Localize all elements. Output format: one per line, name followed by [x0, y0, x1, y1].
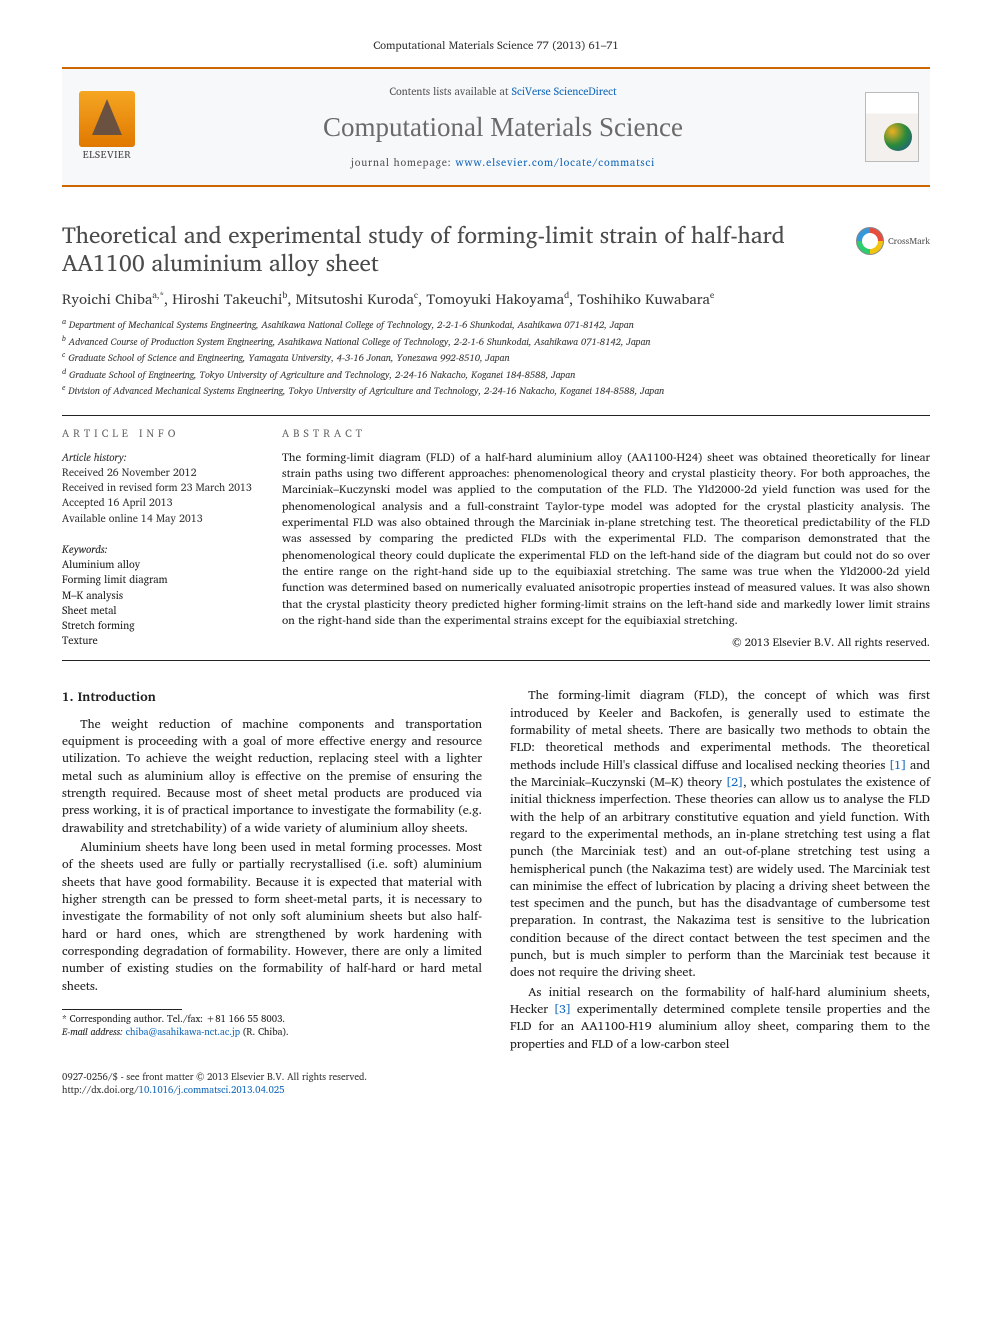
- contents-prefix: Contents lists available at: [389, 82, 511, 100]
- affiliations-list: a Department of Mechanical Systems Engin…: [62, 317, 930, 398]
- doi-prefix: http://dx.doi.org/: [62, 1083, 139, 1098]
- affiliation-item: d Graduate School of Engineering, Tokyo …: [62, 367, 930, 382]
- journal-header: ELSEVIER Contents lists available at Sci…: [62, 67, 930, 187]
- divider: [62, 660, 930, 661]
- affiliation-item: e Division of Advanced Mechanical System…: [62, 383, 930, 398]
- affiliation-item: c Graduate School of Science and Enginee…: [62, 350, 930, 365]
- header-center: Contents lists available at SciVerse Sci…: [152, 69, 854, 185]
- email-label: E-mail address:: [62, 1025, 126, 1040]
- cover-icon: [865, 92, 919, 162]
- journal-name: Computational Materials Science: [323, 109, 683, 145]
- sciencedirect-link[interactable]: SciVerse ScienceDirect: [511, 82, 616, 100]
- abstract-text: The forming-limit diagram (FLD) of a hal…: [282, 450, 930, 630]
- homepage-link[interactable]: www.elsevier.com/locate/commatsci: [455, 153, 655, 171]
- footnote-divider: [62, 1009, 182, 1010]
- section-heading-1: 1. Introduction: [62, 687, 482, 705]
- abstract-heading: ABSTRACT: [282, 426, 930, 440]
- affiliation-item: b Advanced Course of Production System E…: [62, 334, 930, 349]
- page-footer: 0927-0256/$ - see front matter © 2013 El…: [62, 1071, 930, 1098]
- abstract-copyright: © 2013 Elsevier B.V. All rights reserved…: [282, 635, 930, 650]
- article-title: Theoretical and experimental study of fo…: [62, 221, 842, 277]
- paragraph: As initial research on the formability o…: [510, 984, 930, 1053]
- author-list: Ryoichi Chibaa,*, Hiroshi Takeuchib, Mit…: [62, 289, 930, 309]
- history-item: Available online 14 May 2013: [62, 511, 254, 526]
- homepage-line: journal homepage: www.elsevier.com/locat…: [351, 155, 655, 169]
- paragraph: Aluminium sheets have long been used in …: [62, 839, 482, 995]
- article-history: Article history: Received 26 November 20…: [62, 450, 254, 526]
- contents-line: Contents lists available at SciVerse Sci…: [389, 84, 616, 98]
- crossmark-icon: [856, 227, 884, 255]
- divider: [62, 415, 930, 416]
- front-matter-line: 0927-0256/$ - see front matter © 2013 El…: [62, 1071, 930, 1084]
- citation-link[interactable]: [3]: [554, 999, 571, 1019]
- affiliation-item: a Department of Mechanical Systems Engin…: [62, 317, 930, 332]
- paragraph: The forming-limit diagram (FLD), the con…: [510, 687, 930, 982]
- publisher-name: ELSEVIER: [83, 149, 131, 163]
- article-info-column: ARTICLE INFO Article history: Received 2…: [62, 426, 254, 651]
- crossmark-badge[interactable]: CrossMark: [856, 227, 930, 255]
- paragraph: The weight reduction of machine componen…: [62, 716, 482, 837]
- doi-link[interactable]: 10.1016/j.commatsci.2013.04.025: [139, 1083, 285, 1098]
- email-suffix: (R. Chiba).: [243, 1025, 289, 1040]
- elsevier-tree-icon: [79, 91, 135, 147]
- keywords-block: Keywords: Aluminium alloyForming limit d…: [62, 542, 254, 649]
- abstract-column: ABSTRACT The forming-limit diagram (FLD)…: [282, 426, 930, 651]
- publisher-logo: ELSEVIER: [62, 69, 152, 185]
- footnotes: * Corresponding author. Tel./fax: +81 16…: [62, 1014, 482, 1040]
- journal-reference: Computational Materials Science 77 (2013…: [62, 38, 930, 53]
- crossmark-label: CrossMark: [888, 235, 930, 247]
- article-info-heading: ARTICLE INFO: [62, 426, 254, 440]
- author-email-link[interactable]: chiba@asahikawa-nct.ac.jp: [126, 1025, 240, 1040]
- homepage-prefix: journal homepage:: [351, 153, 455, 171]
- keyword-item: Texture: [62, 633, 254, 648]
- citation-link[interactable]: [2]: [726, 772, 743, 792]
- citation-link[interactable]: [1]: [889, 755, 906, 775]
- body-text: 1. Introduction The weight reduction of …: [62, 687, 930, 1053]
- journal-cover-thumbnail: [854, 69, 930, 185]
